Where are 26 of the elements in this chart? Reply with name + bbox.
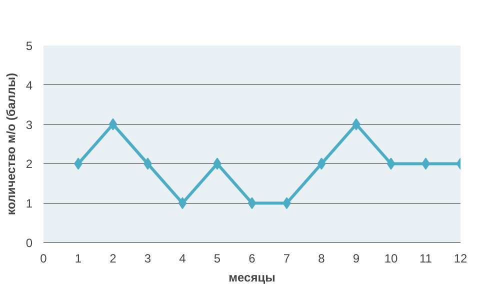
x-tick-label: 10	[384, 252, 398, 266]
x-tick-label: 12	[454, 252, 468, 266]
x-tick-label: 4	[179, 252, 186, 266]
point	[178, 197, 187, 210]
x-tick-label: 8	[318, 252, 326, 266]
point	[386, 158, 396, 170]
y-tick-label: 2	[26, 157, 33, 172]
y-tick-label: 1	[26, 196, 33, 211]
x-tick-label: 9	[352, 252, 360, 266]
x-tick-label: 2	[110, 252, 117, 266]
y-tick-label: 4	[26, 78, 33, 92]
y-tick-label: 0	[26, 236, 33, 250]
point	[248, 197, 256, 210]
x-tick-label: 1	[74, 252, 82, 266]
x-tick-label: 11	[420, 252, 432, 266]
x-tick-label: 6	[248, 252, 256, 266]
point	[108, 118, 118, 130]
point	[317, 158, 326, 170]
y-axis-title: количество м/о (баллы)	[4, 72, 18, 216]
x-axis-title: месяцы	[228, 270, 276, 284]
y-tick-label: 3	[26, 118, 33, 132]
x-tick-label: 5	[214, 252, 221, 266]
x-tick-label: 0	[40, 252, 48, 266]
y-tick-label: 5	[26, 39, 33, 53]
x-tick-label: 7	[283, 252, 290, 266]
x-tick-label: 3	[144, 252, 152, 266]
